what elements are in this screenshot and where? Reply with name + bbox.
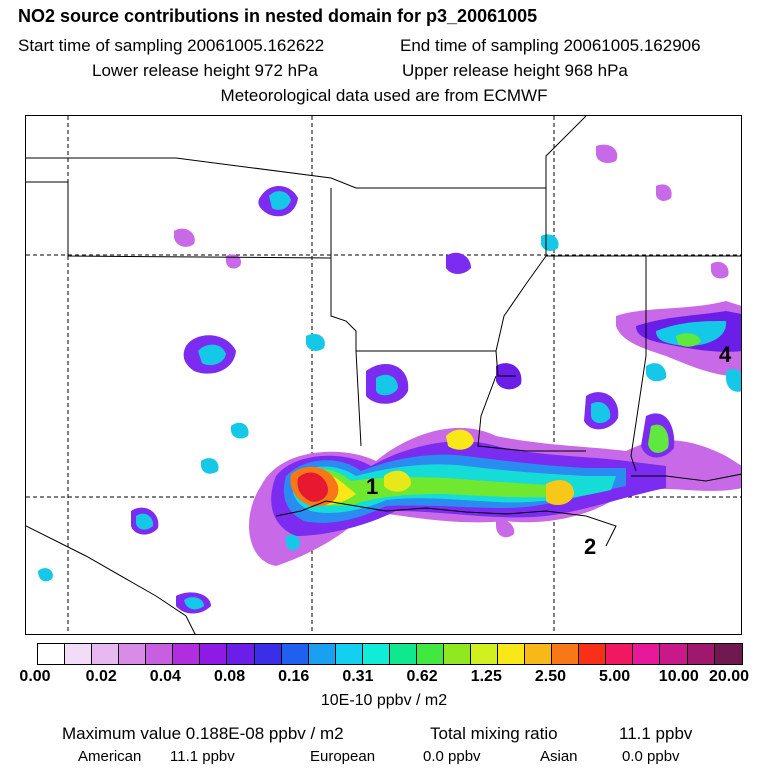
region-label-4: 4: [719, 342, 732, 367]
color-scale-segment: [660, 644, 688, 664]
color-scale-tick-label: 0.62: [406, 668, 438, 685]
maximum-value: Maximum value 0.188E-08 ppbv / m2: [62, 724, 344, 743]
color-scale-segment: [146, 644, 174, 664]
map-title: NO2 source contributions in nested domai…: [18, 6, 538, 26]
color-scale-segment: [335, 644, 363, 664]
asian-value: 0.0 ppbv: [622, 748, 680, 765]
color-scale-segment: [552, 644, 580, 664]
color-scale-segment: [714, 644, 742, 664]
color-scale-tick-label: 20.00: [708, 668, 750, 685]
color-scale-segment: [119, 644, 147, 664]
color-scale-tick-label: 0.08: [213, 668, 246, 685]
color-scale-segment: [65, 644, 93, 664]
color-scale-segment: [38, 644, 66, 664]
state-boundaries: [26, 116, 741, 634]
color-scale-tick-label: 2.50: [534, 668, 567, 685]
lower-release-height: Lower release height 972 hPa: [92, 61, 318, 80]
color-scale-ticks: 0.00 0.02 0.04 0.08 0.16 0.31 0.62 1.25 2.50 5.00…: [0, 668, 768, 690]
concentration-map: 1 2 4: [25, 115, 742, 635]
total-mixing-ratio-label: Total mixing ratio: [430, 724, 558, 743]
color-scale-segment: [200, 644, 228, 664]
region-label-2: 2: [584, 534, 596, 559]
start-time: Start time of sampling 20061005.162622: [18, 36, 325, 55]
asian-label: Asian: [540, 748, 578, 765]
color-scale-bar: [37, 643, 743, 665]
total-mixing-ratio-value: 11.1 ppbv: [619, 724, 693, 743]
region-label-1: 1: [366, 474, 378, 499]
color-scale-segment: [92, 644, 120, 664]
sampling-times: Start time of sampling 20061005.162622 E…: [18, 36, 768, 56]
american-value: 11.1 ppbv: [170, 748, 235, 765]
color-scale-segment: [687, 644, 715, 664]
end-time: End time of sampling 20061005.162906: [400, 36, 701, 55]
color-scale-segment: [579, 644, 607, 664]
plume-contours: [38, 144, 741, 614]
color-scale-segment: [362, 644, 390, 664]
color-scale-tick-label: 0.02: [85, 668, 117, 685]
color-scale-tick-label: 10.00: [658, 668, 699, 685]
color-scale-segment: [633, 644, 661, 664]
european-value: 0.0 ppbv: [423, 748, 481, 765]
color-scale-segment: [308, 644, 336, 664]
european-label: European: [310, 748, 376, 765]
american-label: American: [78, 748, 142, 765]
color-scale-tick-label: 0.31: [342, 668, 374, 685]
color-scale-segment: [281, 644, 309, 664]
color-scale-segment: [498, 644, 526, 664]
color-scale-segment: [389, 644, 417, 664]
color-scale-segment: [254, 644, 282, 664]
release-heights: Lower release height 972 hPa Upper relea…: [92, 61, 768, 81]
color-scale-tick-label: 1.25: [470, 668, 502, 685]
color-scale-units: 10E-10 ppbv / m2: [320, 692, 448, 709]
color-scale-tick-label: 5.00: [599, 668, 631, 685]
color-scale-segment: [173, 644, 201, 664]
color-scale-tick-label: 0.04: [149, 668, 181, 685]
color-scale-segment: [443, 644, 471, 664]
color-scale-segment: [606, 644, 634, 664]
summary-stats: Maximum value 0.188E-08 ppbv / m2 Total …: [62, 724, 692, 744]
upper-release-height: Upper release height 968 hPa: [402, 61, 628, 80]
met-data-source: Meteorological data used are from ECMWF: [220, 86, 548, 105]
color-scale-segment: [227, 644, 255, 664]
map-canvas: 1 2 4: [26, 116, 741, 634]
color-scale-segment: [416, 644, 444, 664]
color-scale-segment: [525, 644, 553, 664]
color-scale-tick-label: 0.00: [19, 668, 51, 685]
color-scale-segment: [471, 644, 499, 664]
color-scale-tick-label: 0.16: [278, 668, 310, 685]
